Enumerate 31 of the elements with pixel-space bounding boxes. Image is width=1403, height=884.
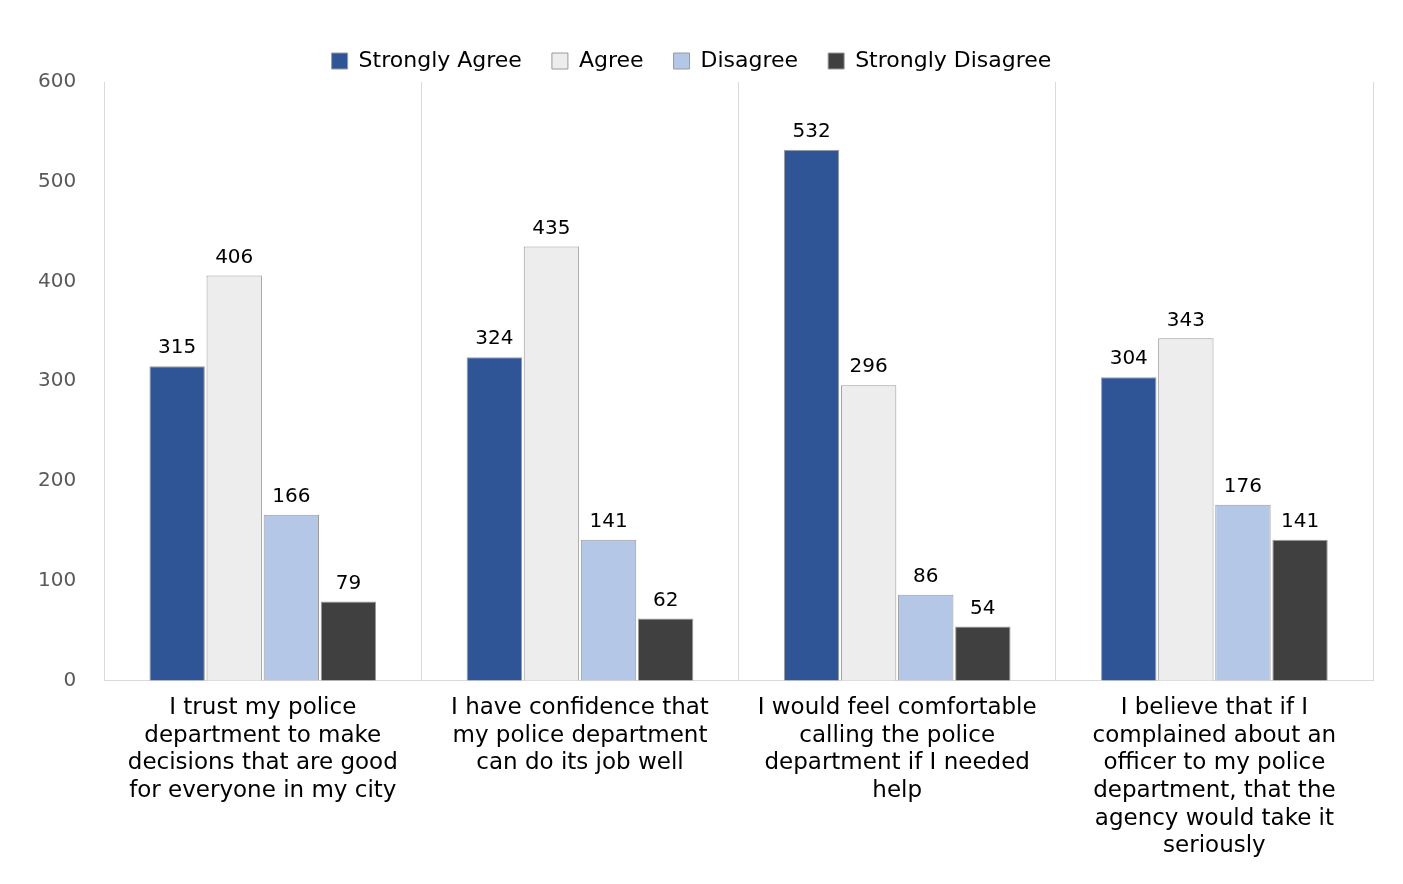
x-tick-label: I would feel comfortable calling the police department if I needed help <box>757 693 1037 802</box>
data-label: 324 <box>475 325 514 350</box>
legend-label: Strongly Agree <box>358 46 522 72</box>
y-tick-label: 300 <box>37 367 77 392</box>
data-label: 304 <box>1109 345 1148 370</box>
x-tick-label: I trust my police department to make decisions that are good for everyone in my city <box>127 693 398 802</box>
x-tick-label: I have confidence that my police department can do its job well <box>451 693 709 775</box>
data-label: 315 <box>158 334 197 359</box>
y-tick-label: 500 <box>37 167 77 192</box>
data-label: 166 <box>272 483 311 508</box>
data-label: 141 <box>1280 507 1320 532</box>
y-tick-label: 600 <box>37 68 77 93</box>
data-label: 86 <box>913 562 939 587</box>
legend-label: Agree <box>578 46 644 72</box>
y-tick-label: 100 <box>37 566 77 591</box>
data-label: 176 <box>1223 473 1263 498</box>
y-tick-label: 0 <box>63 666 77 691</box>
y-tick-label: 400 <box>37 267 77 292</box>
data-label: 54 <box>970 594 996 619</box>
data-label: 296 <box>849 353 888 378</box>
data-label: 532 <box>792 118 831 143</box>
data-label: 79 <box>335 569 362 594</box>
data-label: 406 <box>215 243 254 268</box>
data-label: 62 <box>652 586 679 611</box>
legend-label: Disagree <box>700 46 799 72</box>
y-tick-label: 200 <box>37 467 77 492</box>
data-label: 343 <box>1166 306 1205 331</box>
data-label: 141 <box>589 507 628 532</box>
legend-label: Strongly Disagree <box>855 46 1052 72</box>
data-label: 435 <box>532 214 571 239</box>
x-tick-label: I believe that if I complained about an officer to my police department, that the agency would take it seriously <box>1092 693 1337 858</box>
